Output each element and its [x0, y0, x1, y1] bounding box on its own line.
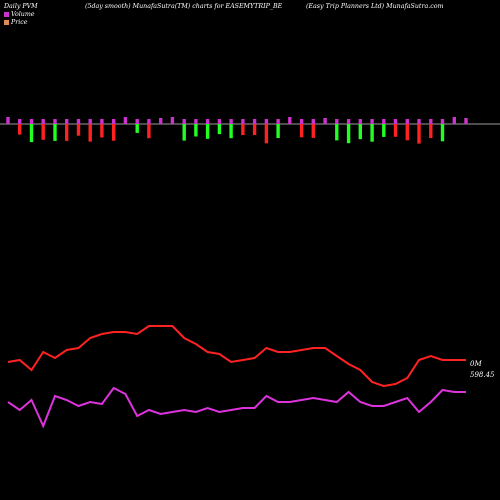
volume-line: [7, 386, 466, 429]
bar: [323, 118, 327, 124]
bar-stub: [229, 119, 233, 124]
bar: [123, 117, 128, 124]
bar: [229, 124, 233, 139]
bar-stub: [417, 119, 421, 124]
legend-item-volume: Volume: [4, 11, 35, 19]
bar-stub: [147, 119, 151, 124]
legend-swatch-volume: [4, 11, 9, 17]
bar: [276, 124, 280, 138]
bar: [41, 124, 45, 140]
price-label: 598.45: [470, 371, 495, 379]
bar: [346, 124, 351, 144]
bar: [311, 124, 315, 138]
bar: [405, 124, 409, 141]
bar: [6, 117, 10, 124]
bar-stub: [29, 119, 34, 124]
volume-label: 0M: [470, 360, 482, 368]
bar-stub: [405, 119, 409, 124]
bar-stub: [53, 119, 57, 124]
bar-stub: [112, 119, 116, 124]
bar-stub: [335, 119, 339, 124]
bar: [100, 124, 104, 138]
bar: [252, 124, 257, 136]
bar: [217, 124, 222, 135]
bar: [205, 124, 210, 139]
bar-stub: [429, 119, 433, 124]
bar-stub: [358, 119, 362, 124]
bar: [241, 124, 245, 136]
bar-stub: [264, 119, 269, 124]
bar-stub: [241, 119, 245, 124]
bar: [335, 124, 339, 141]
bar-stub: [382, 119, 386, 124]
legend-label-price: Price: [11, 19, 28, 26]
bar: [29, 124, 34, 143]
bar-stub: [217, 119, 222, 124]
bar-stub: [88, 119, 92, 124]
bar: [135, 124, 139, 133]
bars: [6, 117, 468, 144]
bar: [358, 124, 362, 140]
bar-stub: [65, 119, 69, 124]
bar-stub: [346, 119, 351, 124]
bar: [194, 124, 198, 137]
bar: [76, 124, 81, 136]
bar-stub: [135, 119, 139, 124]
header-center: (5day smooth) MunafaSutra(TM) charts for…: [85, 3, 283, 10]
bar: [429, 124, 433, 138]
bar-stub: [194, 119, 198, 124]
bar-stub: [276, 119, 280, 124]
legend-label-volume: Volume: [11, 11, 35, 18]
bar-stub: [76, 119, 81, 124]
bar-stub: [440, 119, 445, 124]
header-left: Daily PVM: [4, 3, 38, 10]
bar-stub: [18, 119, 22, 124]
bar-stub: [41, 119, 45, 124]
bar-stub: [311, 119, 315, 124]
bar: [112, 124, 116, 141]
bar: [370, 124, 374, 142]
bar-stub: [252, 119, 257, 124]
bar-stub: [100, 119, 104, 124]
bar-stub: [182, 119, 186, 124]
bar: [464, 118, 468, 124]
legend-item-price: Price: [4, 19, 35, 27]
bar: [88, 124, 92, 142]
bar-stub: [393, 119, 398, 124]
bar: [147, 124, 151, 139]
bar: [393, 124, 398, 137]
bar-stub: [299, 119, 304, 124]
bar: [65, 124, 69, 141]
bar: [417, 124, 421, 144]
bar: [18, 124, 22, 135]
bar: [182, 124, 186, 141]
bar: [382, 124, 386, 137]
legend-swatch-price: [4, 19, 9, 25]
bar: [264, 124, 269, 144]
bar-stub: [205, 119, 210, 124]
price-line: [7, 325, 466, 388]
bar: [299, 124, 304, 138]
bar: [288, 117, 292, 124]
bar: [440, 124, 445, 142]
bar-stub: [370, 119, 374, 124]
legend: Volume Price: [4, 11, 35, 27]
header-right: (Easy Trip Planners Ltd) MunafaSutra.com: [306, 3, 444, 10]
bar: [452, 117, 456, 124]
bar: [53, 124, 57, 141]
bar: [159, 118, 163, 124]
bar: [170, 117, 175, 124]
